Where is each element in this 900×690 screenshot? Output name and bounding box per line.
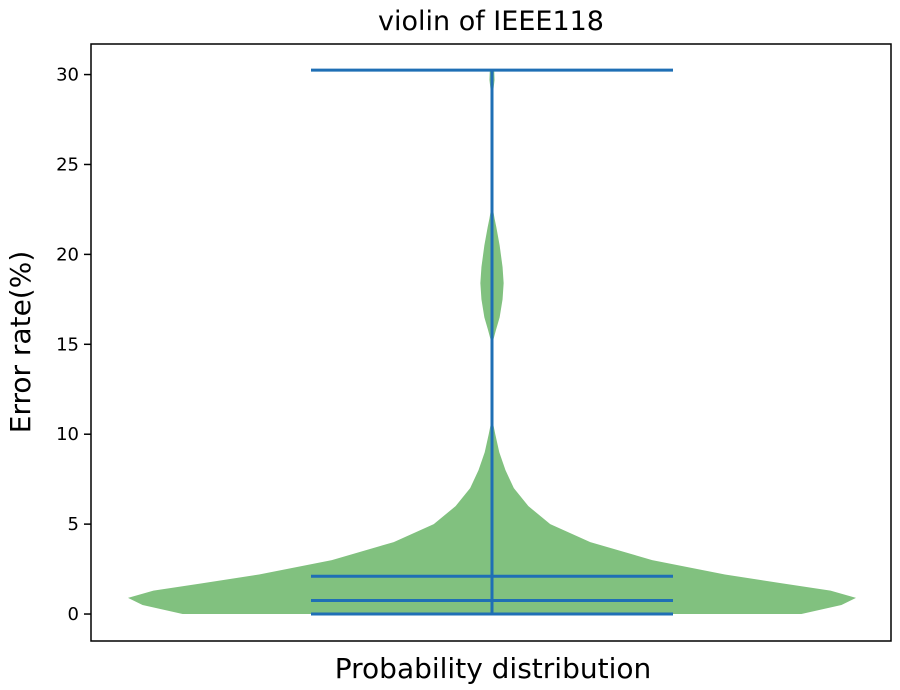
y-tick-label: 20 — [56, 244, 79, 265]
y-axis-ticks: 0 5 10 15 20 25 30 — [56, 65, 91, 625]
plot-frame — [90, 43, 892, 642]
plot-area — [128, 68, 856, 616]
y-tick-label: 25 — [56, 154, 79, 175]
y-tick-label: 0 — [68, 604, 79, 625]
y-tick-label: 15 — [56, 334, 79, 355]
x-axis-label: Probability distribution — [335, 652, 651, 685]
y-tick-label: 10 — [56, 424, 79, 445]
y-axis-label: Error rate(%) — [4, 251, 37, 433]
y-tick-label: 30 — [56, 65, 79, 86]
y-tick-label: 5 — [68, 514, 79, 535]
chart-title: violin of IEEE118 — [378, 6, 604, 37]
